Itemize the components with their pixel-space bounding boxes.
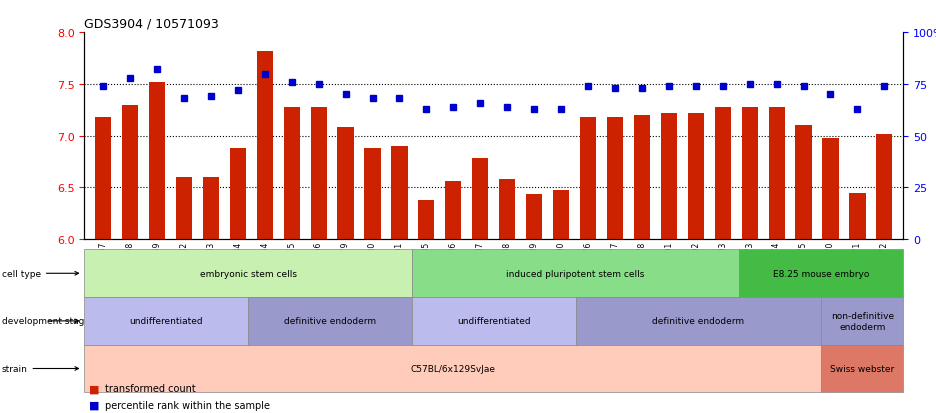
Text: strain: strain <box>2 364 79 373</box>
Bar <box>364 149 381 240</box>
Bar <box>661 114 677 240</box>
Text: GDS3904 / 10571093: GDS3904 / 10571093 <box>84 17 219 31</box>
Bar <box>688 114 704 240</box>
Bar <box>311 107 327 240</box>
Bar <box>741 107 758 240</box>
Bar <box>229 149 246 240</box>
Text: ■: ■ <box>89 400 99 410</box>
Bar <box>122 105 139 240</box>
Bar <box>176 178 192 240</box>
Bar <box>338 128 354 240</box>
Bar <box>418 200 434 240</box>
Bar <box>796 126 812 240</box>
Bar <box>715 107 731 240</box>
Text: development stage: development stage <box>2 317 90 325</box>
Bar <box>284 107 300 240</box>
Bar <box>95 118 111 240</box>
Text: embryonic stem cells: embryonic stem cells <box>199 269 297 278</box>
Bar <box>203 178 219 240</box>
Bar <box>149 83 165 240</box>
Text: transformed count: transformed count <box>105 383 196 393</box>
Text: Swiss webster: Swiss webster <box>830 364 895 373</box>
Text: definitive endoderm: definitive endoderm <box>652 317 744 325</box>
Bar <box>499 180 516 240</box>
Text: undifferentiated: undifferentiated <box>457 317 531 325</box>
Bar <box>823 138 839 240</box>
Bar <box>526 194 542 240</box>
Text: E8.25 mouse embryo: E8.25 mouse embryo <box>773 269 870 278</box>
Bar <box>768 107 784 240</box>
Bar <box>607 118 623 240</box>
Text: induced pluripotent stem cells: induced pluripotent stem cells <box>506 269 645 278</box>
Bar <box>256 52 272 240</box>
Bar <box>876 134 892 240</box>
Bar <box>472 159 489 240</box>
Bar <box>553 191 569 240</box>
Bar <box>391 147 407 240</box>
Text: ■: ■ <box>89 383 99 393</box>
Text: C57BL/6x129SvJae: C57BL/6x129SvJae <box>410 364 495 373</box>
Text: non-definitive
endoderm: non-definitive endoderm <box>831 311 894 331</box>
Bar <box>634 116 650 240</box>
Bar <box>580 118 596 240</box>
Text: percentile rank within the sample: percentile rank within the sample <box>105 400 270 410</box>
Text: definitive endoderm: definitive endoderm <box>284 317 376 325</box>
Bar <box>849 193 866 240</box>
Bar <box>446 182 461 240</box>
Text: cell type: cell type <box>2 269 79 278</box>
Text: undifferentiated: undifferentiated <box>129 317 203 325</box>
